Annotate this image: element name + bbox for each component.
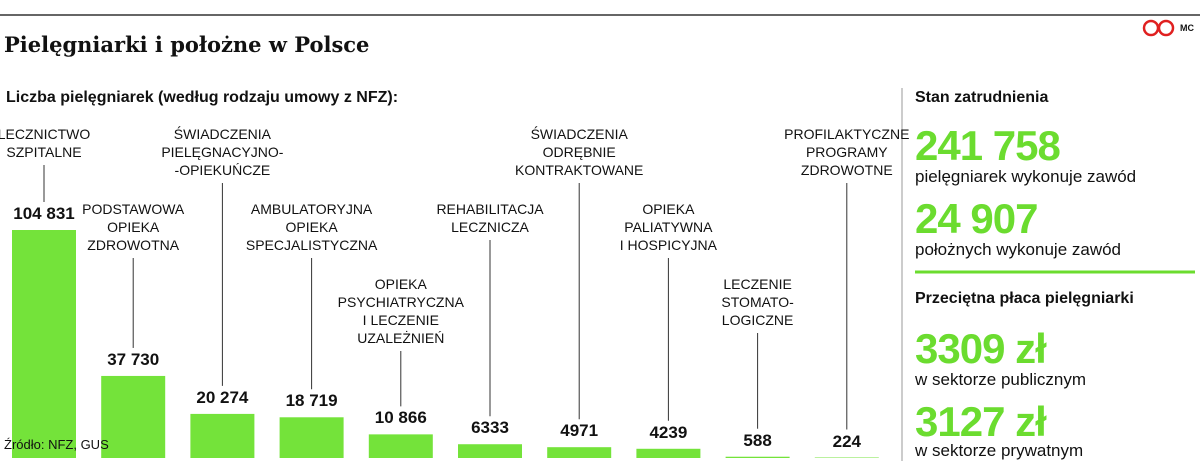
value-label: 104 831 xyxy=(13,204,75,223)
bar xyxy=(190,413,255,458)
category-label: PODSTAWOWA OPIEKA ZDROWOTNA xyxy=(82,201,185,253)
bar xyxy=(12,230,76,458)
logo-text: MC xyxy=(1180,23,1194,33)
logo-icon xyxy=(1142,19,1160,37)
stat-number: 3309 zł xyxy=(915,325,1047,372)
category-label: OPIEKA PSYCHIATRYCZNA I LECZENIE UZALEŻN… xyxy=(337,276,464,346)
bar xyxy=(368,434,433,458)
category-label: AMBULATORYJNA OPIEKA SPECJALISTYCZNA xyxy=(245,201,378,253)
stat-text: pielęgniarek wykonuje zawód xyxy=(915,167,1137,186)
value-label: 588 xyxy=(743,430,772,450)
stat-number: 24 907 xyxy=(915,195,1038,242)
bar xyxy=(101,375,166,458)
stat-text: w sektorze prywatnym xyxy=(915,441,1084,460)
stat-heading: Stan zatrudnienia xyxy=(915,89,1049,106)
bar xyxy=(547,447,612,458)
value-label: 4971 xyxy=(560,421,599,441)
category-label: ŚWIADCZENIA ODRĘBNIE KONTRAKTOWANE xyxy=(515,126,644,178)
category-label: PROFILAKTYCZNE PROGRAMY ZDROWOTNE xyxy=(784,126,910,178)
stat-number: 3127 zł xyxy=(915,398,1047,445)
value-label: 37 730 xyxy=(107,349,160,369)
bar xyxy=(279,417,344,458)
category-label: OPIEKA PALIATYWNA I HOSPICYJNA xyxy=(619,201,718,253)
value-label: 18 719 xyxy=(285,391,338,411)
category-label: REHABILITACJA LECZNICZA xyxy=(436,201,544,235)
source: Źródło: NFZ, GUS xyxy=(4,437,109,452)
value-label: 4239 xyxy=(649,422,688,442)
stat-heading: Przeciętna płaca pielęgniarki xyxy=(915,290,1134,307)
logo-icon xyxy=(1157,19,1175,37)
value-label: 224 xyxy=(832,431,861,451)
category-label: LECZENIE STOMATO- LOGICZNE xyxy=(721,276,794,328)
stat-text: w sektorze publicznym xyxy=(915,370,1087,389)
chart-title: Liczba pielęgniarek (według rodzaju umow… xyxy=(6,89,399,106)
bar xyxy=(458,444,522,458)
value-label: 10 866 xyxy=(374,408,427,428)
stat-text: położnych wykonuje zawód xyxy=(915,240,1122,259)
value-label: 20 274 xyxy=(196,387,249,407)
value-label: 6333 xyxy=(471,418,509,438)
stat-number: 241 758 xyxy=(915,122,1061,169)
title: Pielęgniarki i położne w Polsce xyxy=(4,32,370,57)
category-label: LECZNICTWO SZPITALNE xyxy=(0,126,91,160)
bar xyxy=(636,448,701,458)
category-label: ŚWIADCZENIA PIELĘGNACYJNO- -OPIEKUŃCZE xyxy=(161,126,284,178)
bar xyxy=(725,456,790,458)
